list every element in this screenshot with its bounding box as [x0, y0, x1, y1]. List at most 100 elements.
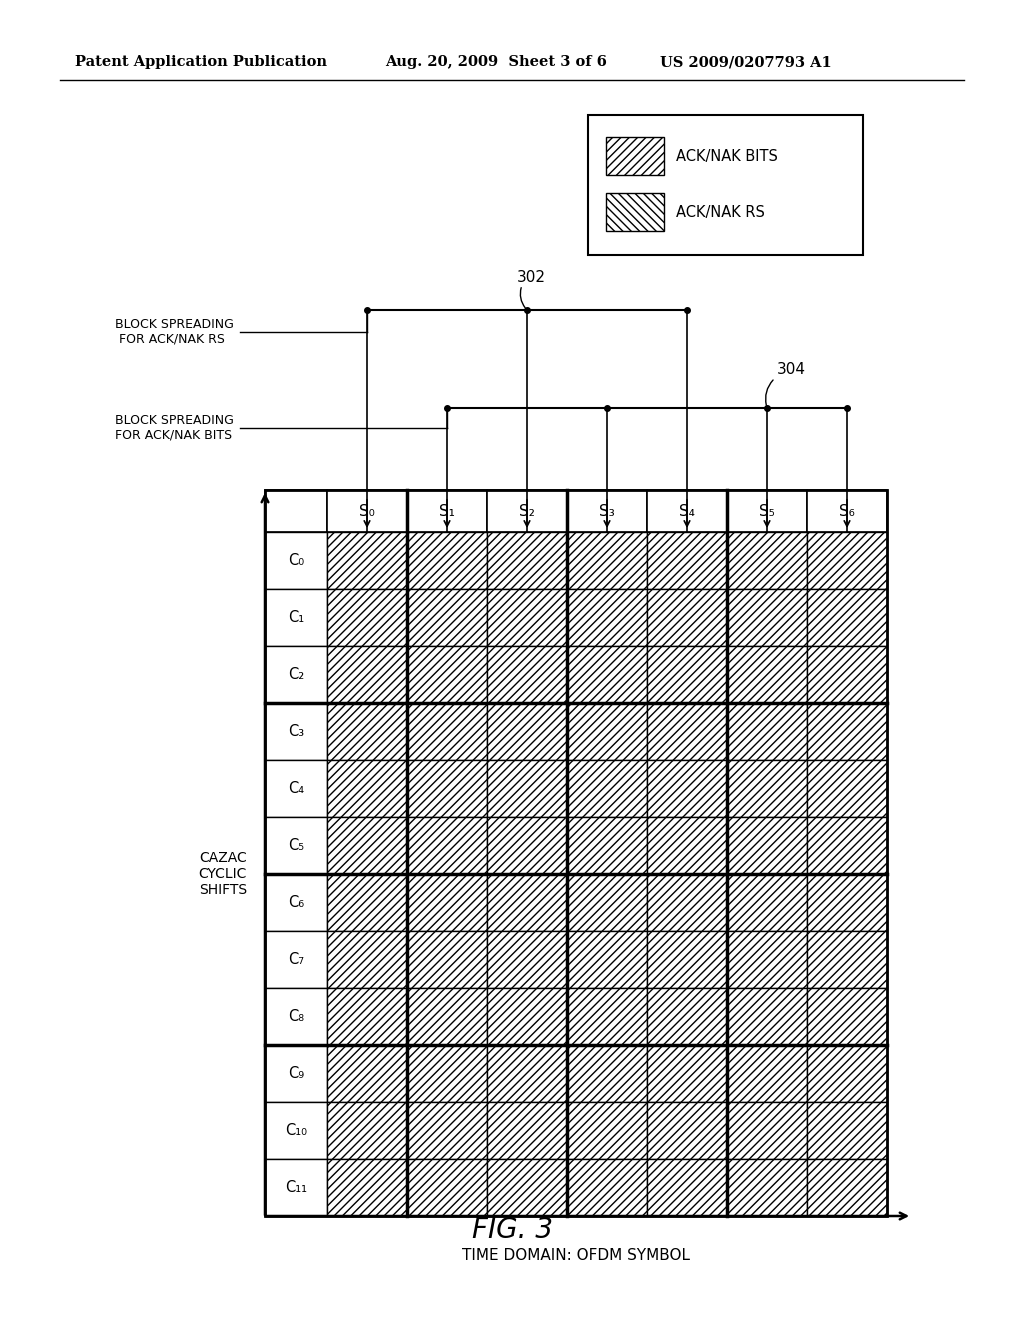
Bar	[727, 817, 807, 874]
Text: 302: 302	[517, 271, 546, 285]
Text: Aug. 20, 2009  Sheet 3 of 6: Aug. 20, 2009 Sheet 3 of 6	[385, 55, 607, 69]
Bar	[265, 490, 887, 1216]
Text: C₁: C₁	[288, 610, 304, 624]
Bar	[407, 532, 487, 589]
Text: Patent Application Publication: Patent Application Publication	[75, 55, 327, 69]
Text: 304: 304	[777, 363, 806, 378]
Bar	[567, 645, 647, 704]
Bar	[487, 532, 567, 589]
Bar	[265, 490, 327, 532]
Text: CAZAC
CYCLIC
SHIFTS: CAZAC CYCLIC SHIFTS	[199, 851, 247, 898]
Bar	[807, 490, 887, 532]
Text: TIME DOMAIN: OFDM SYMBOL: TIME DOMAIN: OFDM SYMBOL	[462, 1249, 690, 1263]
Text: C₅: C₅	[288, 838, 304, 853]
Bar	[567, 931, 647, 987]
Text: FIG. 3: FIG. 3	[471, 1216, 553, 1243]
Bar	[265, 1159, 327, 1216]
Bar	[407, 645, 487, 704]
Bar	[487, 817, 567, 874]
Bar	[487, 1102, 567, 1159]
Bar	[265, 931, 327, 987]
Bar	[265, 987, 327, 1045]
Bar	[327, 589, 407, 645]
Bar	[487, 760, 567, 817]
Bar	[567, 704, 647, 760]
Bar	[647, 490, 727, 532]
Bar	[327, 817, 407, 874]
Bar	[567, 589, 647, 645]
Bar	[487, 645, 567, 704]
Bar	[327, 931, 407, 987]
Bar	[588, 115, 863, 255]
Bar	[327, 704, 407, 760]
Bar	[567, 760, 647, 817]
Bar	[327, 1159, 407, 1216]
Bar	[407, 1102, 487, 1159]
Bar	[727, 704, 807, 760]
Bar	[487, 1159, 567, 1216]
Bar	[567, 987, 647, 1045]
Bar	[727, 874, 807, 931]
Bar	[327, 987, 407, 1045]
Text: C₀: C₀	[288, 553, 304, 568]
Bar	[487, 589, 567, 645]
Bar	[727, 987, 807, 1045]
Bar	[265, 532, 327, 589]
Bar	[487, 987, 567, 1045]
Bar	[567, 532, 647, 589]
Text: S₁: S₁	[439, 503, 455, 519]
Bar	[407, 817, 487, 874]
Bar	[807, 704, 887, 760]
Bar	[487, 704, 567, 760]
Bar	[567, 1102, 647, 1159]
Bar	[647, 589, 727, 645]
Bar	[727, 1045, 807, 1102]
Bar	[807, 874, 887, 931]
Bar	[807, 1045, 887, 1102]
Bar	[407, 589, 487, 645]
Text: C₆: C₆	[288, 895, 304, 909]
Bar	[567, 817, 647, 874]
Bar	[407, 874, 487, 931]
Bar	[265, 760, 327, 817]
Bar	[327, 1102, 407, 1159]
Bar	[265, 645, 327, 704]
Bar	[807, 931, 887, 987]
Bar	[807, 1102, 887, 1159]
Bar	[647, 987, 727, 1045]
Bar	[407, 1159, 487, 1216]
Text: C₁₁: C₁₁	[285, 1180, 307, 1195]
Bar	[567, 874, 647, 931]
Bar	[807, 760, 887, 817]
Text: ACK/NAK BITS: ACK/NAK BITS	[676, 149, 778, 164]
Bar	[647, 931, 727, 987]
Text: C₈: C₈	[288, 1008, 304, 1024]
Bar	[407, 987, 487, 1045]
Bar	[727, 1159, 807, 1216]
Text: C₇: C₇	[288, 952, 304, 968]
Bar	[727, 760, 807, 817]
Bar	[327, 1045, 407, 1102]
Bar	[727, 931, 807, 987]
Text: C₄: C₄	[288, 781, 304, 796]
Text: S₂: S₂	[519, 503, 535, 519]
Bar	[567, 1045, 647, 1102]
Bar	[407, 704, 487, 760]
Bar	[327, 874, 407, 931]
Text: BLOCK SPREADING
FOR ACK/NAK BITS: BLOCK SPREADING FOR ACK/NAK BITS	[115, 414, 233, 442]
Bar	[265, 589, 327, 645]
Bar	[647, 1159, 727, 1216]
Bar	[487, 1045, 567, 1102]
Bar	[567, 490, 647, 532]
Bar	[647, 1102, 727, 1159]
Bar	[647, 704, 727, 760]
Bar	[487, 931, 567, 987]
Bar	[727, 490, 807, 532]
Bar	[647, 760, 727, 817]
Bar	[606, 137, 664, 176]
Bar	[807, 532, 887, 589]
Bar	[807, 645, 887, 704]
Text: C₃: C₃	[288, 723, 304, 739]
Bar	[567, 1159, 647, 1216]
Bar	[327, 532, 407, 589]
